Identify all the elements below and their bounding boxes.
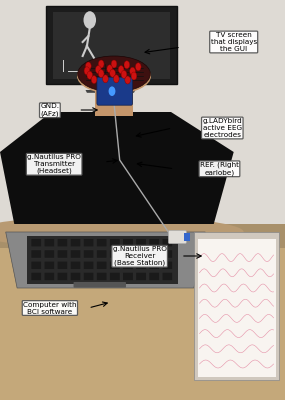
Ellipse shape (0, 216, 244, 248)
FancyBboxPatch shape (44, 272, 54, 280)
Text: REF. (Right
earlobe): REF. (Right earlobe) (200, 162, 239, 176)
FancyBboxPatch shape (31, 272, 41, 280)
FancyBboxPatch shape (44, 239, 54, 247)
Circle shape (121, 70, 127, 78)
FancyBboxPatch shape (44, 261, 54, 269)
FancyBboxPatch shape (44, 250, 54, 258)
FancyBboxPatch shape (97, 261, 107, 269)
Circle shape (84, 11, 96, 29)
Polygon shape (63, 60, 64, 72)
Circle shape (124, 61, 130, 69)
Circle shape (135, 63, 141, 71)
FancyBboxPatch shape (70, 239, 81, 247)
FancyBboxPatch shape (162, 261, 172, 269)
FancyBboxPatch shape (31, 250, 41, 258)
FancyBboxPatch shape (97, 250, 107, 258)
Circle shape (118, 66, 124, 74)
FancyBboxPatch shape (46, 6, 177, 84)
FancyBboxPatch shape (110, 261, 120, 269)
Polygon shape (86, 90, 135, 93)
FancyBboxPatch shape (57, 250, 68, 258)
Polygon shape (0, 232, 285, 400)
FancyBboxPatch shape (84, 272, 94, 280)
FancyBboxPatch shape (95, 88, 133, 116)
FancyBboxPatch shape (31, 239, 41, 247)
FancyBboxPatch shape (84, 250, 94, 258)
FancyBboxPatch shape (97, 272, 107, 280)
FancyBboxPatch shape (70, 261, 81, 269)
FancyBboxPatch shape (84, 261, 94, 269)
FancyBboxPatch shape (27, 236, 178, 284)
FancyBboxPatch shape (162, 239, 172, 247)
FancyBboxPatch shape (198, 239, 276, 377)
Circle shape (98, 60, 104, 68)
FancyBboxPatch shape (110, 272, 120, 280)
Circle shape (84, 67, 90, 75)
Circle shape (109, 86, 115, 96)
FancyBboxPatch shape (123, 272, 133, 280)
Circle shape (113, 75, 119, 83)
Polygon shape (0, 224, 285, 248)
FancyBboxPatch shape (53, 12, 170, 79)
FancyBboxPatch shape (123, 239, 133, 247)
FancyBboxPatch shape (136, 272, 146, 280)
FancyBboxPatch shape (70, 250, 81, 258)
Text: g.Nautilus PRO
Transmitter
(Headset): g.Nautilus PRO Transmitter (Headset) (27, 154, 81, 174)
Circle shape (95, 66, 101, 74)
Text: TV screen
that displays
the GUI: TV screen that displays the GUI (211, 32, 257, 52)
FancyBboxPatch shape (57, 261, 68, 269)
FancyBboxPatch shape (74, 282, 126, 288)
Ellipse shape (77, 58, 151, 94)
FancyBboxPatch shape (57, 239, 68, 247)
Polygon shape (68, 71, 85, 72)
FancyBboxPatch shape (110, 239, 120, 247)
FancyBboxPatch shape (162, 272, 172, 280)
Polygon shape (0, 112, 234, 224)
Circle shape (131, 72, 137, 80)
Text: Computer with
BCI software: Computer with BCI software (23, 302, 77, 314)
Circle shape (111, 60, 117, 68)
Polygon shape (101, 81, 118, 90)
FancyBboxPatch shape (162, 250, 172, 258)
FancyBboxPatch shape (149, 261, 159, 269)
Circle shape (125, 76, 131, 84)
FancyBboxPatch shape (84, 239, 94, 247)
FancyBboxPatch shape (97, 239, 107, 247)
FancyBboxPatch shape (123, 261, 133, 269)
FancyBboxPatch shape (149, 250, 159, 258)
Circle shape (107, 65, 113, 73)
Circle shape (98, 70, 104, 78)
Text: g.Nautilus PRO
Receiver
(Base Station): g.Nautilus PRO Receiver (Base Station) (113, 246, 167, 266)
FancyBboxPatch shape (149, 272, 159, 280)
FancyBboxPatch shape (184, 233, 190, 241)
Text: g.LADYbird
active EEG
electrodes: g.LADYbird active EEG electrodes (202, 118, 242, 138)
FancyBboxPatch shape (31, 261, 41, 269)
FancyBboxPatch shape (97, 77, 133, 105)
Circle shape (87, 71, 93, 79)
Ellipse shape (78, 56, 150, 92)
FancyBboxPatch shape (149, 239, 159, 247)
Circle shape (103, 75, 108, 83)
Polygon shape (6, 232, 205, 288)
Polygon shape (194, 232, 279, 380)
FancyBboxPatch shape (123, 250, 133, 258)
FancyBboxPatch shape (70, 272, 81, 280)
FancyBboxPatch shape (136, 239, 146, 247)
FancyBboxPatch shape (57, 272, 68, 280)
FancyBboxPatch shape (110, 250, 120, 258)
Circle shape (110, 69, 115, 77)
FancyBboxPatch shape (136, 250, 146, 258)
Circle shape (91, 76, 97, 84)
Circle shape (130, 67, 135, 75)
Text: GND.
(AFz): GND. (AFz) (40, 103, 59, 117)
FancyBboxPatch shape (136, 261, 146, 269)
Circle shape (86, 62, 91, 70)
FancyBboxPatch shape (168, 230, 186, 244)
